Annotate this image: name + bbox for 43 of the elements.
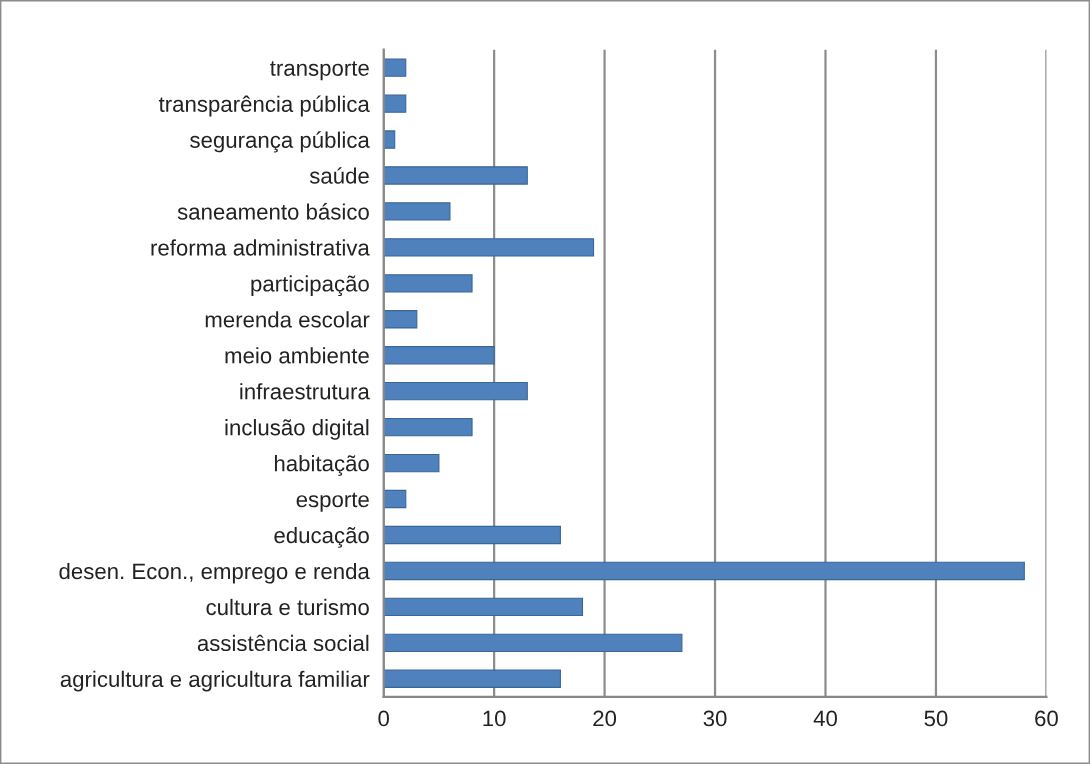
bar	[383, 310, 418, 329]
y-tick-label: educação	[274, 526, 369, 548]
x-tick-label: 0	[378, 710, 389, 727]
bar	[383, 633, 683, 653]
y-tick-label: segurança pública	[190, 131, 370, 153]
bar	[383, 238, 595, 257]
y-tick-label: inclusão digital	[225, 419, 369, 440]
bar	[383, 274, 473, 293]
y-tick-label: merenda escolar	[205, 311, 370, 328]
y-tick-label: assistência social	[197, 634, 369, 652]
bar	[383, 130, 396, 149]
y-tick-label: agricultura e agricultura familiar	[60, 670, 370, 692]
y-tick-label: reforma administrativa	[151, 239, 370, 256]
bar	[383, 166, 528, 185]
x-tick-label: 60	[1035, 710, 1058, 727]
bar	[383, 453, 440, 473]
x-tick-label: 10	[483, 710, 506, 727]
x-tick-label: 30	[703, 710, 727, 727]
y-tick-label: desen. Econ., emprego e renda	[59, 562, 370, 584]
x-tick-label: 20	[593, 710, 617, 727]
bar	[383, 58, 407, 77]
bar	[383, 525, 561, 545]
bar	[383, 382, 528, 401]
bar	[383, 346, 495, 365]
x-tick-label: 50	[924, 710, 948, 727]
bar	[383, 202, 451, 221]
y-tick-label: meio ambiente	[225, 347, 369, 364]
y-tick-label: infraestrutura	[240, 383, 370, 400]
x-tick-label: 40	[813, 710, 837, 727]
y-tick-label: cultura e turismo	[206, 598, 369, 616]
bar	[383, 669, 561, 688]
y-tick-label: saúde	[309, 167, 369, 184]
y-tick-label: esporte	[296, 492, 369, 512]
bar	[383, 94, 407, 113]
y-tick-label: participação	[251, 275, 369, 297]
bar	[383, 561, 1025, 581]
y-tick-label: habitação	[274, 455, 369, 476]
bar	[383, 489, 407, 509]
y-tick-label: transporte	[270, 61, 369, 81]
y-tick-label: saneamento básico	[177, 203, 369, 220]
bar	[383, 417, 473, 437]
y-tick-label: transparência pública	[158, 95, 370, 117]
bar	[383, 597, 584, 617]
